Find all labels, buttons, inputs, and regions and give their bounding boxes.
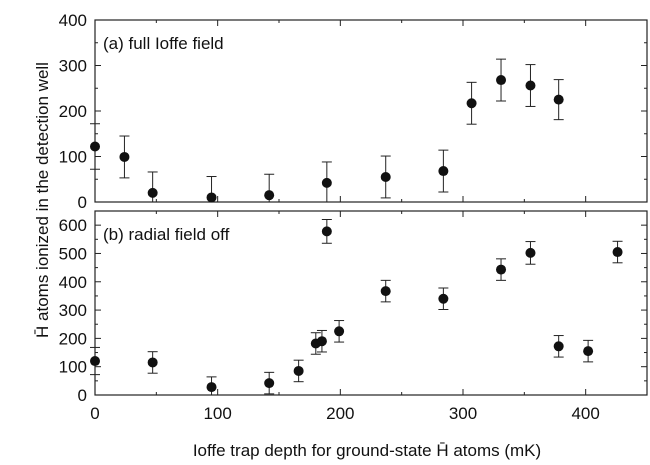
data-point [380,171,391,182]
x-tick-label: 200 [326,404,354,423]
data-point [321,177,332,188]
y-tick-label: 400 [59,11,87,30]
y-tick-label: 300 [59,57,87,76]
data-point [264,378,275,389]
data-point [264,190,275,201]
data-point [553,94,564,105]
data-point [206,382,217,393]
x-axis-title: Ioffe trap depth for ground-state H̄ ato… [193,441,541,460]
x-tick-label: 100 [203,404,231,423]
y-tick-label: 100 [59,148,87,167]
y-tick-label: 300 [59,301,87,320]
data-point [206,192,217,203]
y-tick-label: 200 [59,102,87,121]
data-point [438,293,449,304]
data-point [380,286,391,297]
x-tick-label: 0 [90,404,99,423]
x-tick-label: 400 [571,404,599,423]
y-tick-label: 200 [59,329,87,348]
data-point [525,247,536,258]
data-point [583,346,594,357]
y-tick-label: 500 [59,244,87,263]
y-tick-label: 0 [78,193,87,212]
data-point [316,336,327,347]
data-point [90,356,100,367]
data-point [119,151,130,162]
data-point [90,141,100,152]
panel-b: 0 100 200 300 400 500 600 0 100 200 300 400 (b) radi… [59,210,648,423]
data-point [553,341,564,352]
y-tick-label: 100 [59,358,87,377]
panel-label: (b) radial field off [103,225,230,244]
y-tick-label: 600 [59,216,87,235]
x-tick-label: 300 [449,404,477,423]
y-tick-label: 0 [78,386,87,405]
data-point [334,326,345,337]
y-tick-label: 400 [59,273,87,292]
plot-frame [94,210,648,396]
data-point [147,357,158,368]
data-point [466,98,477,109]
data-point [293,365,304,376]
data-point [612,247,623,258]
data-point [438,166,449,177]
y-axis-title: H̄ atoms ionized in the detection well [33,62,52,338]
panel-a: 0 100 200 300 400 (a) full Ioffe field [59,11,648,212]
data-point [321,226,332,237]
data-point [496,264,507,275]
data-point [525,80,536,91]
data-point [496,75,507,86]
panel-label: (a) full Ioffe field [103,34,224,53]
data-point [147,187,158,198]
